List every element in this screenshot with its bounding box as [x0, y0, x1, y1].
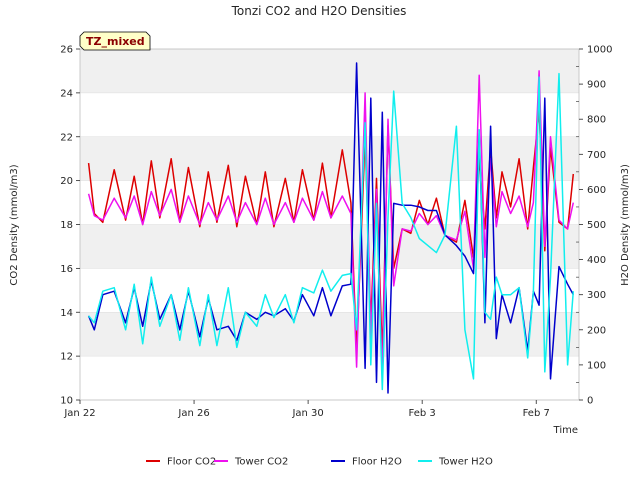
y-left-tick-label: 16: [60, 264, 73, 275]
legend-label-tower-h2o: Tower H2O: [438, 457, 493, 468]
y-left-tick-label: 12: [60, 352, 73, 363]
y-right-tick-label: 500: [587, 220, 606, 231]
y-right-tick-label: 1000: [587, 45, 612, 56]
y-right-tick-label: 400: [587, 255, 606, 266]
y-right-tick-label: 200: [587, 325, 606, 336]
x-axis: Jan 22 Jan 26 Jan 30 Feb 3 Feb 7: [63, 400, 550, 419]
y-left-tick-label: 26: [60, 45, 73, 56]
grid-band: [80, 136, 579, 181]
series-layer: [87, 62, 575, 394]
x-tick-label: Feb 7: [523, 408, 550, 419]
y-right-tick-label: 900: [587, 80, 606, 91]
legend-label-tower-co2: Tower CO2: [234, 457, 288, 468]
y-left-tick-label: 10: [60, 396, 73, 407]
y-right-tick-label: 800: [587, 115, 606, 126]
y-left-tick-label: 14: [60, 308, 73, 319]
y-right-tick-label: 100: [587, 360, 606, 371]
chart-title: Tonzi CO2 and H2O Densities: [231, 4, 407, 18]
y-left-tick-label: 24: [60, 88, 73, 99]
badge-label: TZ_mixed: [86, 35, 145, 48]
legend-label-floor-h2o: Floor H2O: [352, 457, 402, 468]
y-right-tick-label: 600: [587, 185, 606, 196]
x-axis-title: Time: [553, 425, 578, 436]
series-line-tower-h2o: [88, 72, 575, 391]
y-left-tick-label: 22: [60, 132, 73, 143]
badge-box: [79, 31, 151, 51]
site-badge: TZ_mixed: [79, 31, 151, 51]
grid-band: [80, 49, 579, 93]
y-axis-left-title: CO2 Density (mmol/m3): [9, 164, 20, 285]
grid-band: [80, 312, 579, 357]
legend-label-floor-co2: Floor CO2: [167, 457, 216, 468]
x-tick-label: Jan 22: [63, 408, 95, 419]
x-tick-label: Jan 26: [177, 408, 209, 419]
y-left-tick-label: 18: [60, 220, 73, 231]
grid-band: [80, 224, 579, 269]
x-tick-label: Jan 30: [291, 408, 323, 419]
y-right-tick-label: 700: [587, 150, 606, 161]
y-right-tick-label: 0: [587, 396, 593, 407]
y-left-tick-label: 20: [60, 176, 73, 187]
y-axis-left: 10 12 14 16 18 20 22 24 26: [60, 45, 80, 407]
y-axis-right: 0 100 200 300 400 500 600 700 800 900 1000: [576, 45, 612, 407]
legend: Floor CO2 Tower CO2 Floor H2O Tower H2O: [146, 457, 493, 468]
y-axis-right-title: H2O Density (mmol/m3): [620, 164, 631, 286]
x-tick-label: Feb 3: [409, 408, 436, 419]
y-right-tick-label: 300: [587, 290, 606, 301]
